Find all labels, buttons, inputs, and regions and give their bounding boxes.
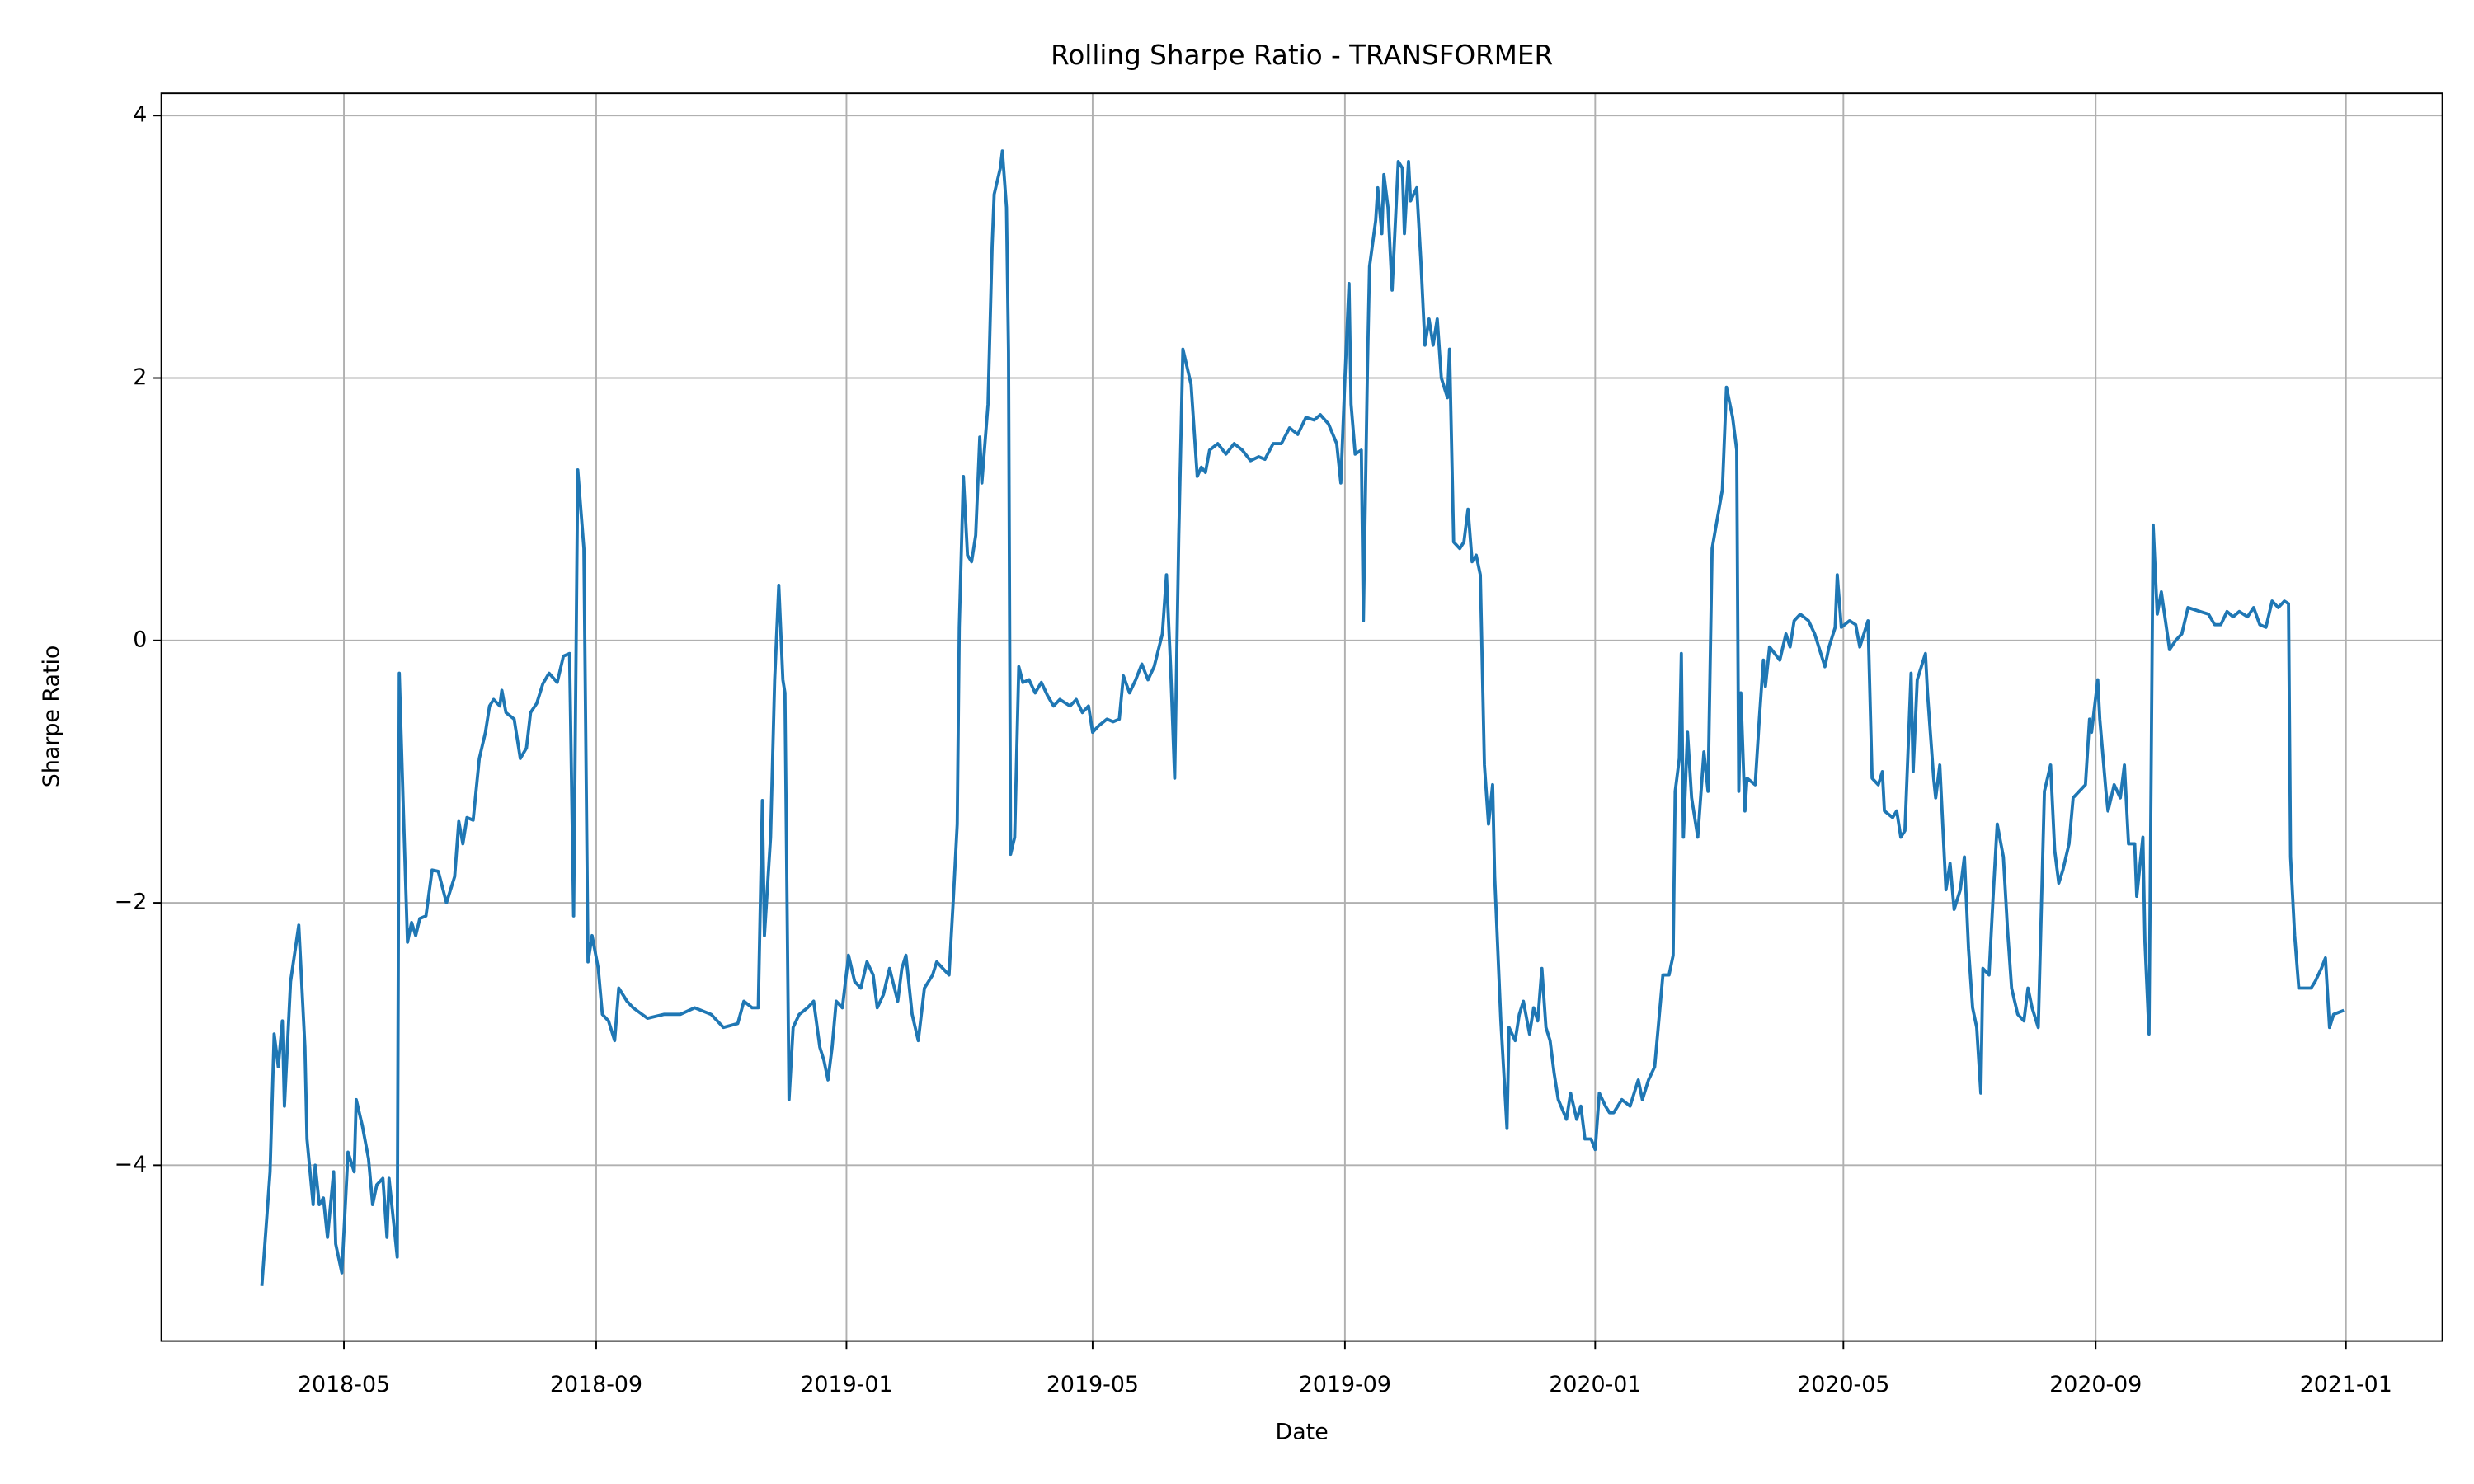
y-tick-label: −2 bbox=[115, 890, 148, 915]
x-axis-label: Date bbox=[1276, 1419, 1329, 1444]
x-tick-label: 2018-09 bbox=[550, 1372, 642, 1397]
x-tick-label: 2019-05 bbox=[1047, 1372, 1139, 1397]
plot-frame bbox=[160, 92, 2443, 1342]
x-tick-label: 2019-09 bbox=[1299, 1372, 1391, 1397]
x-tick-label: 2020-09 bbox=[2049, 1372, 2142, 1397]
x-tick-label: 2020-05 bbox=[1797, 1372, 1889, 1397]
y-tick-label: 0 bbox=[133, 627, 147, 652]
x-tick-label: 2019-01 bbox=[800, 1372, 892, 1397]
x-tick-label: 2021-01 bbox=[2300, 1372, 2392, 1397]
data-line bbox=[260, 149, 2345, 1286]
y-tick-label: 2 bbox=[133, 364, 147, 390]
y-tick-label: 4 bbox=[133, 102, 147, 128]
x-tick-label: 2020-01 bbox=[1549, 1372, 1641, 1397]
y-tick-label: −4 bbox=[115, 1152, 148, 1177]
x-tick-label: 2018-05 bbox=[298, 1372, 390, 1397]
chart-title: Rolling Sharpe Ratio - TRANSFORMER bbox=[1051, 40, 1553, 71]
y-axis-label: Sharpe Ratio bbox=[39, 646, 64, 788]
